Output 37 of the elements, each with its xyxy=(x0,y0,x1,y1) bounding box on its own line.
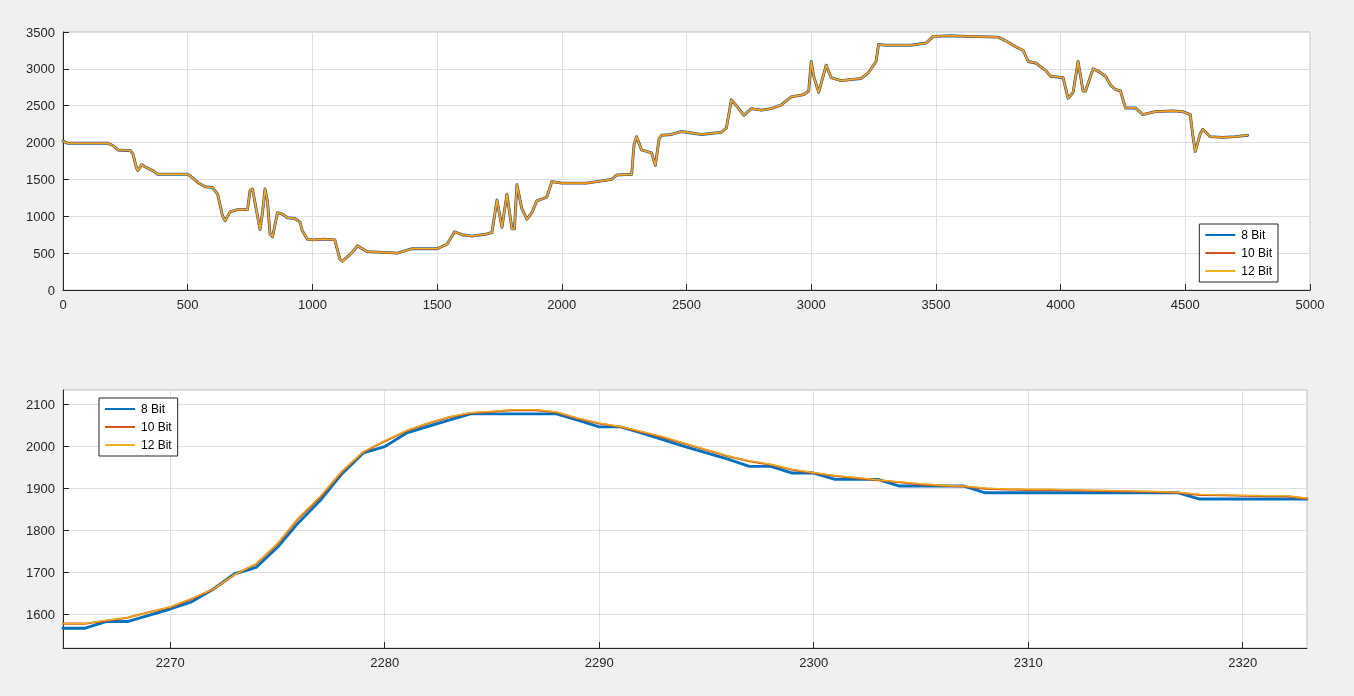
x-tick-label: 0 xyxy=(59,297,67,312)
y-tick-label: 1500 xyxy=(26,171,55,187)
x-tick-label: 2270 xyxy=(155,655,185,670)
legend-label: 10 Bit xyxy=(141,420,173,434)
x-tick-label: 2000 xyxy=(547,297,577,312)
y-tick-label: 500 xyxy=(33,245,55,261)
legend-label: 12 Bit xyxy=(1241,264,1273,278)
x-tick-label: 4000 xyxy=(1046,297,1076,312)
x-tick-label: 1500 xyxy=(422,297,452,312)
x-tick-label: 4500 xyxy=(1170,297,1200,312)
y-tick-label: 0 xyxy=(47,282,55,298)
legend-label: 8 Bit xyxy=(141,402,166,416)
y-tick-label: 1900 xyxy=(26,481,55,497)
legend-label: 10 Bit xyxy=(1241,246,1273,260)
y-tick-label: 1700 xyxy=(26,564,55,580)
x-tick-label: 2290 xyxy=(584,655,614,670)
y-tick-label: 2500 xyxy=(26,98,55,114)
y-tick-label: 1000 xyxy=(26,208,55,224)
x-tick-label: 1000 xyxy=(297,297,327,312)
x-tick-label: 2300 xyxy=(799,655,829,670)
x-tick-label: 3000 xyxy=(796,297,826,312)
y-tick-label: 1800 xyxy=(26,523,55,539)
y-tick-label: 3000 xyxy=(26,61,55,77)
y-tick-label: 1600 xyxy=(26,606,55,622)
legend-label: 8 Bit xyxy=(1241,228,1266,242)
x-tick-label: 3500 xyxy=(921,297,951,312)
x-tick-label: 2320 xyxy=(1228,655,1258,670)
legend-label: 12 Bit xyxy=(141,438,173,452)
y-tick-label: 3500 xyxy=(26,24,55,40)
x-tick-label: 500 xyxy=(176,297,199,312)
x-tick-label: 2280 xyxy=(370,655,400,670)
x-tick-label: 2500 xyxy=(672,297,701,312)
x-tick-label: 2310 xyxy=(1013,655,1043,670)
x-tick-label: 5000 xyxy=(1295,297,1325,312)
y-tick-label: 2000 xyxy=(26,135,55,151)
y-tick-label: 2000 xyxy=(26,439,55,455)
y-tick-label: 2100 xyxy=(26,397,55,413)
